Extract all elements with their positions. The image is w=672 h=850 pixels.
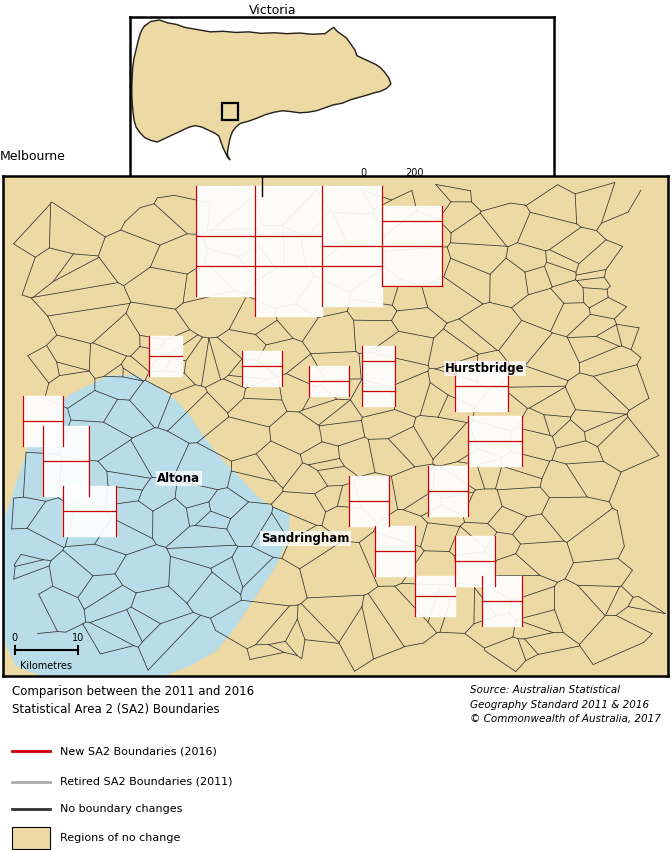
Polygon shape (375, 526, 415, 575)
Text: Sandringham: Sandringham (261, 532, 349, 545)
Text: New SA2 Boundaries (2016): New SA2 Boundaries (2016) (60, 746, 217, 756)
Polygon shape (382, 206, 442, 286)
Polygon shape (455, 536, 495, 586)
Polygon shape (468, 416, 521, 466)
Text: Hurstbridge: Hurstbridge (446, 362, 525, 375)
Polygon shape (132, 20, 391, 160)
Text: Victoria: Victoria (249, 4, 296, 17)
Polygon shape (455, 361, 508, 411)
Text: Comparison between the 2011 and 2016
Statistical Area 2 (SA2) Boundaries: Comparison between the 2011 and 2016 Sta… (12, 685, 254, 716)
Polygon shape (349, 476, 388, 526)
Polygon shape (62, 486, 116, 536)
Text: 0: 0 (360, 167, 366, 178)
Text: Kilometres: Kilometres (363, 193, 415, 202)
Polygon shape (322, 186, 382, 246)
Text: Retired SA2 Boundaries (2011): Retired SA2 Boundaries (2011) (60, 777, 233, 787)
Text: Kilometres: Kilometres (20, 660, 73, 671)
Polygon shape (429, 466, 468, 516)
Text: 10: 10 (72, 632, 84, 643)
Polygon shape (255, 186, 322, 266)
Polygon shape (149, 336, 182, 376)
Polygon shape (255, 266, 322, 316)
Polygon shape (242, 351, 282, 386)
Text: Regions of no change: Regions of no change (60, 833, 181, 843)
Text: 200: 200 (405, 167, 423, 178)
Bar (12, 827, 50, 849)
Polygon shape (482, 575, 521, 626)
Text: 0: 0 (11, 632, 17, 643)
Polygon shape (362, 346, 395, 376)
Bar (222, 104, 239, 120)
Polygon shape (23, 396, 62, 446)
Polygon shape (362, 376, 395, 405)
Text: Source: Australian Statistical
Geography Standard 2011 & 2016
© Commonwealth of : Source: Australian Statistical Geography… (470, 685, 661, 724)
Text: No boundary changes: No boundary changes (60, 804, 183, 814)
Text: Melbourne: Melbourne (0, 150, 65, 163)
Text: Altona: Altona (157, 472, 200, 484)
Polygon shape (3, 376, 289, 676)
Polygon shape (196, 186, 255, 296)
Polygon shape (322, 246, 382, 306)
Polygon shape (42, 426, 89, 496)
Polygon shape (415, 575, 455, 615)
Polygon shape (308, 366, 349, 396)
